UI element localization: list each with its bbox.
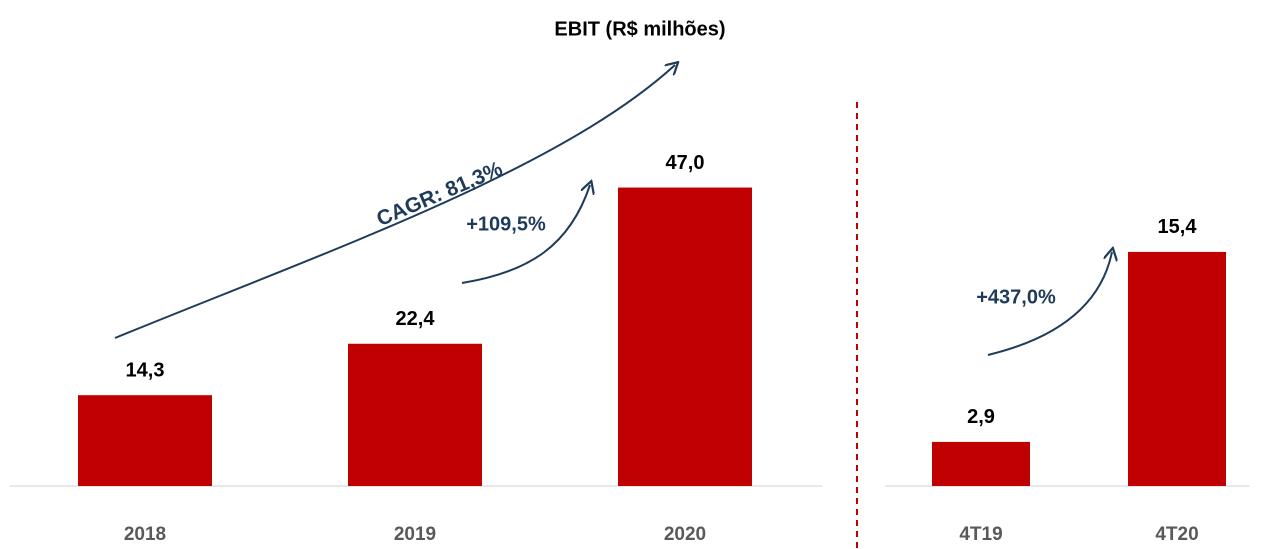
x-tick-label: 4T19 [959, 524, 1002, 545]
bar [932, 441, 1030, 486]
data-label: 47,0 [666, 152, 705, 174]
bar [618, 187, 752, 487]
x-tick-label: 2018 [124, 524, 166, 545]
x-tick-label: 2019 [394, 524, 436, 545]
bar [348, 343, 482, 486]
data-label: 14,3 [126, 359, 165, 381]
cagr-arrow [114, 65, 675, 339]
data-label: 22,4 [396, 308, 436, 330]
annotation: +437,0% [976, 286, 1056, 308]
chart-title: EBIT (R$ milhões) [554, 18, 725, 40]
annotation: +109,5% [466, 213, 546, 235]
bar [78, 395, 212, 486]
growth-arrow [987, 252, 1112, 356]
bar [1128, 251, 1226, 486]
data-label: 15,4 [1158, 216, 1198, 238]
growth-arrow [461, 185, 590, 284]
x-tick-label: 2020 [664, 524, 706, 545]
x-tick-label: 4T20 [1155, 524, 1198, 545]
data-label: 2,9 [967, 406, 995, 428]
